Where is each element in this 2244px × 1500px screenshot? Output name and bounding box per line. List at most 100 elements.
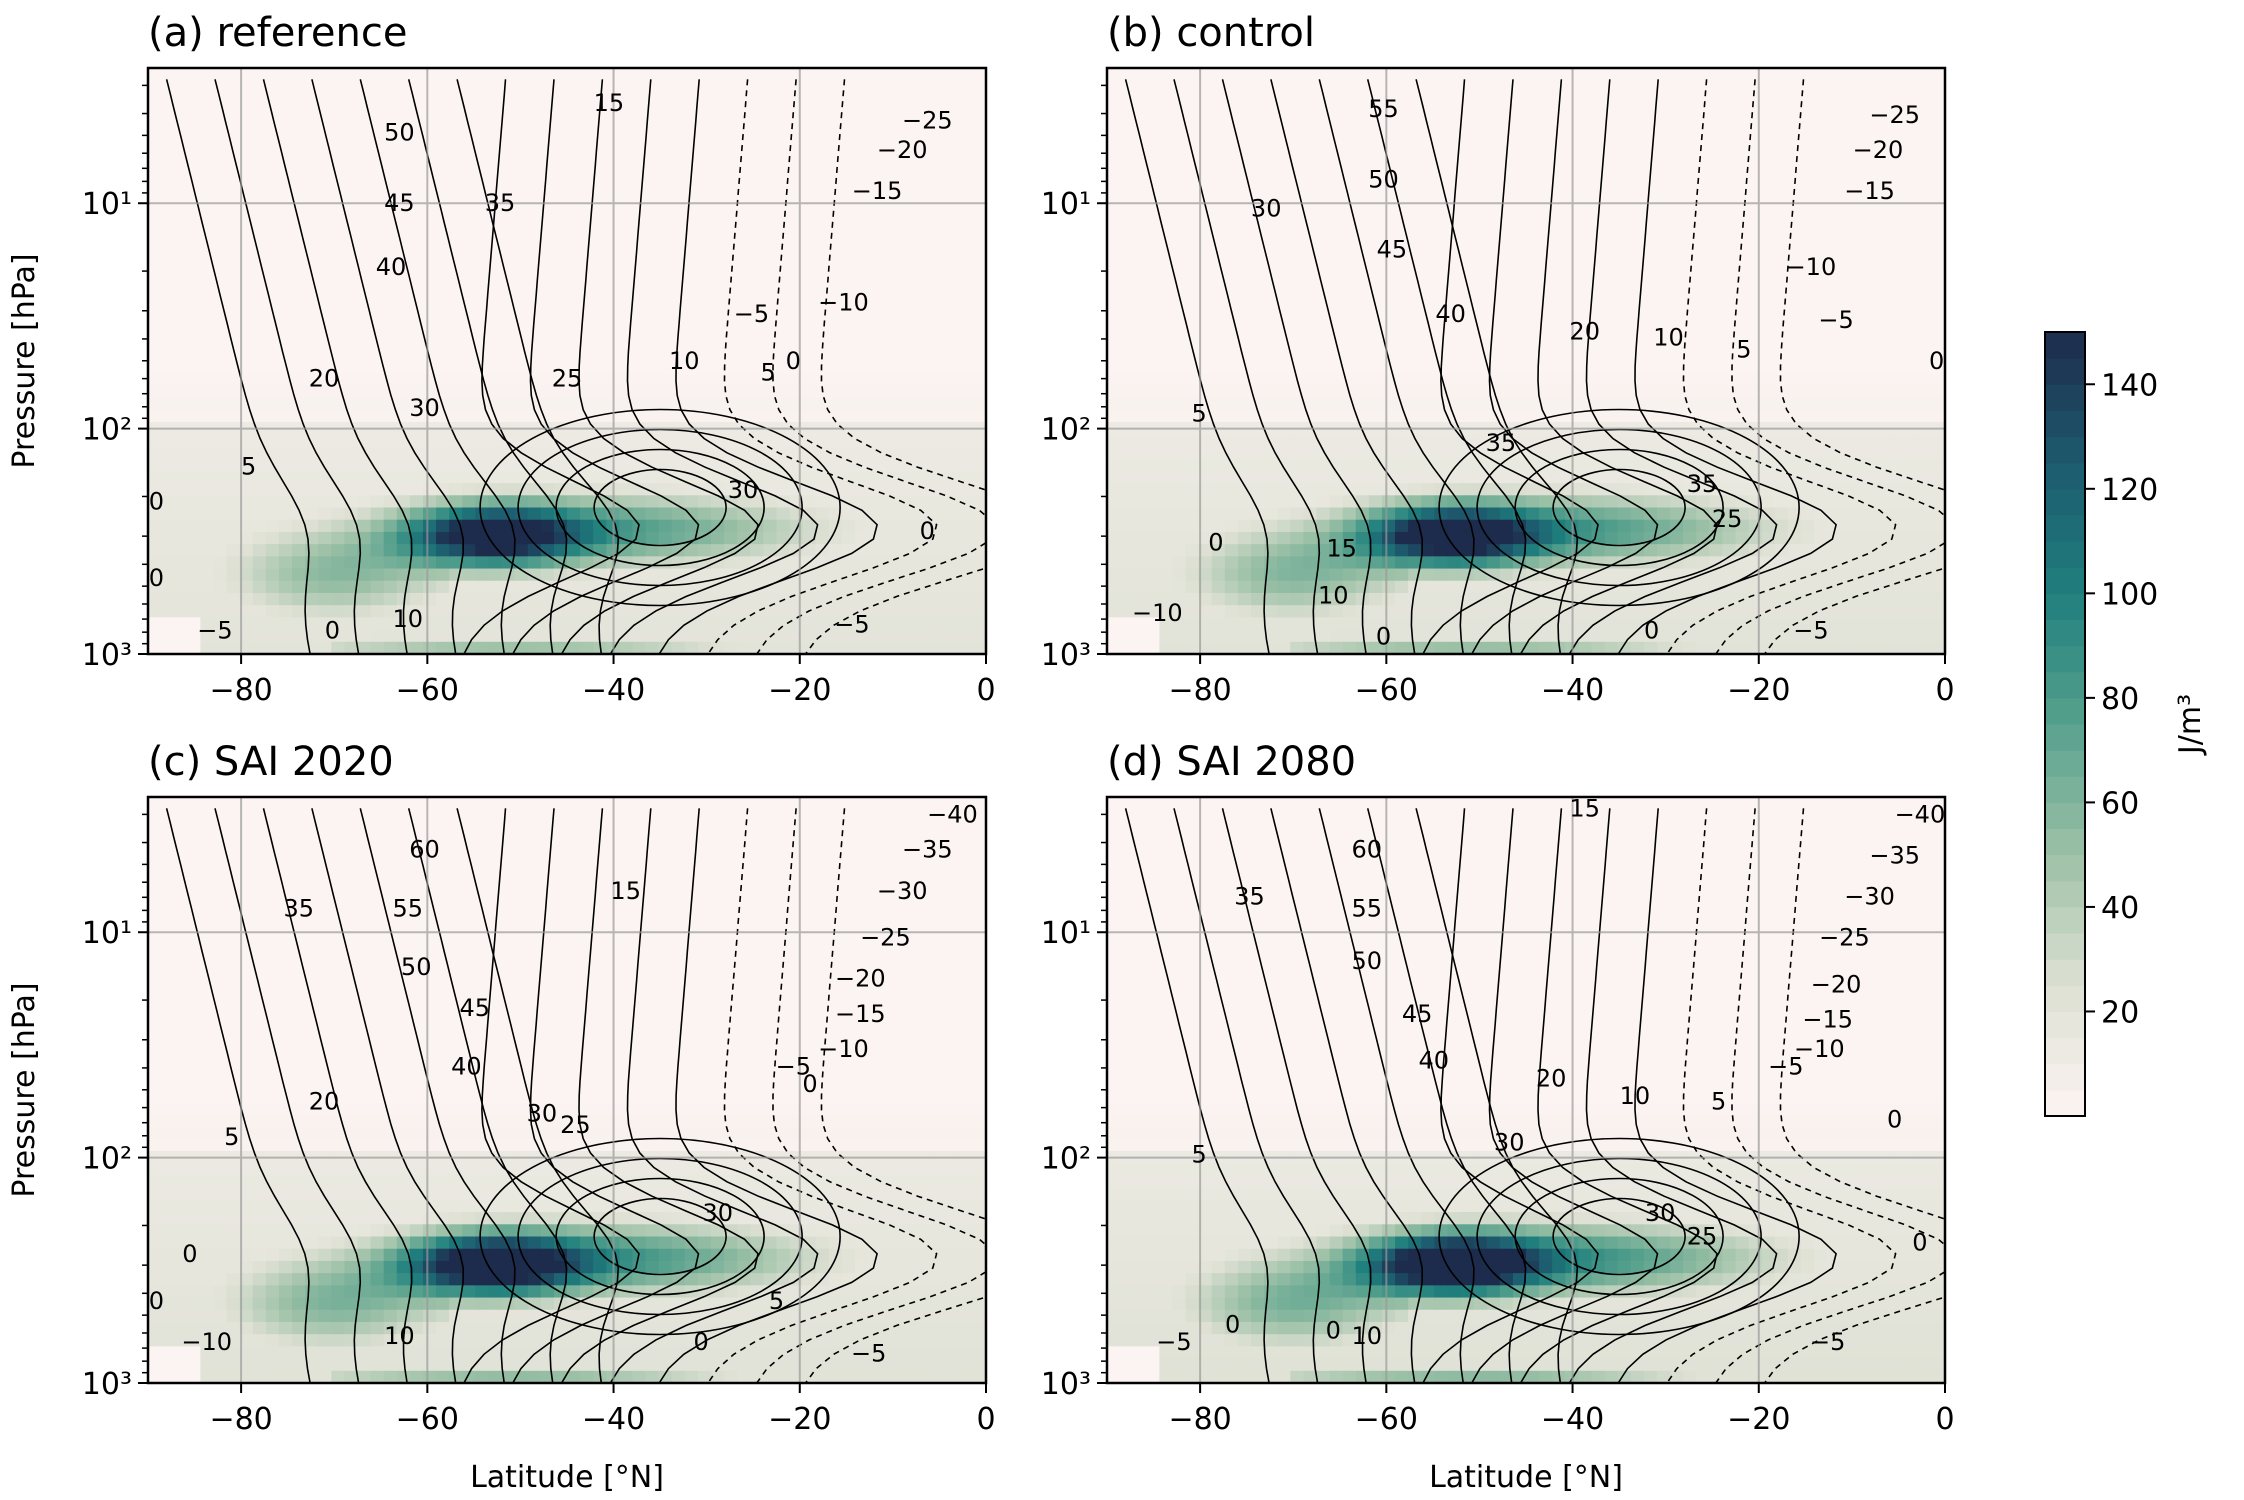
heatmap-cell [292, 275, 306, 289]
contour-line [609, 79, 819, 654]
heatmap-cell [959, 129, 974, 142]
heatmap-cell [187, 129, 201, 142]
heatmap-cell [318, 153, 332, 167]
heatmap-cell [855, 190, 869, 203]
heatmap-cell [671, 336, 686, 350]
heatmap-cell [1526, 312, 1540, 325]
heatmap-cell [658, 190, 673, 203]
heatmap-cell [553, 80, 568, 94]
heatmap-cell [580, 92, 594, 106]
heatmap-cell [1499, 470, 1514, 484]
heatmap-cell [1251, 629, 1265, 643]
heatmap-cell [567, 153, 581, 167]
heatmap-cell [252, 446, 267, 460]
heatmap-cell [1211, 275, 1226, 289]
heatmap-cell [1159, 556, 1174, 570]
heatmap-cell [1408, 470, 1422, 484]
heatmap-cell [1224, 568, 1239, 582]
heatmap-cell [828, 348, 843, 362]
heatmap-cell [1368, 238, 1383, 252]
heatmap-cell [1434, 458, 1449, 472]
heatmap-cell [370, 580, 385, 594]
heatmap-cell [802, 190, 817, 203]
heatmap-cell [946, 348, 961, 362]
heatmap-cell [1486, 483, 1501, 496]
heatmap-cell [553, 312, 568, 325]
heatmap-cell [305, 348, 319, 362]
heatmap-cell [1526, 116, 1540, 130]
heatmap-cell [1107, 495, 1121, 509]
heatmap-cell [462, 531, 476, 545]
heatmap-cell [1224, 556, 1239, 570]
heatmap-cell [658, 617, 673, 631]
heatmap-cell [161, 324, 175, 338]
heatmap-cell [449, 214, 463, 228]
heatmap-cell [1251, 458, 1265, 472]
heatmap-cell [553, 177, 568, 191]
heatmap-cell [776, 544, 791, 557]
heatmap-cell [1107, 580, 1121, 594]
heatmap-cell [475, 531, 490, 545]
heatmap-cell [697, 129, 712, 142]
heatmap-cell [724, 629, 738, 643]
heatmap-cell [697, 336, 712, 350]
heatmap-cell [802, 214, 817, 228]
heatmap-cell [1355, 361, 1370, 374]
heatmap-cell [252, 202, 267, 216]
heatmap-cell [305, 495, 319, 509]
heatmap-cell [174, 287, 188, 301]
heatmap-cell [161, 446, 175, 460]
heatmap-cell [972, 153, 986, 167]
heatmap-cell [488, 629, 503, 643]
heatmap-cell [1434, 287, 1449, 301]
heatmap-cell [868, 312, 882, 325]
heatmap-cell [1329, 104, 1344, 118]
heatmap-cell [593, 68, 607, 81]
heatmap-cell [868, 287, 882, 301]
heatmap-cell [213, 434, 228, 448]
heatmap-cell [422, 556, 437, 570]
heatmap-cell [959, 214, 974, 228]
heatmap-cell [671, 68, 686, 81]
contour-label: 0 [920, 517, 935, 545]
heatmap-cell [174, 361, 188, 374]
heatmap-cell [1408, 556, 1422, 570]
heatmap-cell [645, 348, 660, 362]
heatmap-cell [933, 605, 948, 618]
heatmap-cell [370, 470, 385, 484]
heatmap-cell [763, 214, 778, 228]
heatmap-cell [776, 531, 791, 545]
heatmap-cell [933, 263, 948, 277]
heatmap-cell [1460, 68, 1475, 81]
heatmap-cell [265, 226, 280, 240]
heatmap-cell [1329, 434, 1344, 448]
heatmap-cell [1198, 263, 1213, 277]
heatmap-cell [959, 483, 974, 496]
heatmap-cell [1198, 580, 1213, 594]
heatmap-cell [344, 556, 359, 570]
heatmap-cell [1277, 348, 1291, 362]
heatmap-cell [252, 385, 267, 399]
heatmap-cell [174, 299, 188, 313]
heatmap-cell [344, 641, 359, 654]
heatmap-cell [855, 470, 869, 484]
heatmap-cell [1277, 190, 1291, 203]
heatmap-cell [344, 629, 359, 643]
heatmap-cell [1185, 531, 1200, 545]
heatmap-cell [697, 275, 712, 289]
heatmap-cell [213, 129, 228, 142]
heatmap-cell [855, 495, 869, 509]
heatmap-cell [1499, 592, 1514, 606]
heatmap-cell [724, 605, 738, 618]
heatmap-cell [946, 531, 961, 545]
heatmap-cell [331, 629, 345, 643]
heatmap-cell [409, 68, 424, 81]
heatmap-cell [200, 544, 215, 557]
heatmap-cell [959, 80, 974, 94]
heatmap-cell [148, 446, 162, 460]
heatmap-cell [1251, 287, 1265, 301]
heatmap-cell [724, 116, 738, 130]
heatmap-cell [1512, 238, 1527, 252]
heatmap-cell [174, 373, 188, 387]
heatmap-cell [553, 116, 568, 130]
